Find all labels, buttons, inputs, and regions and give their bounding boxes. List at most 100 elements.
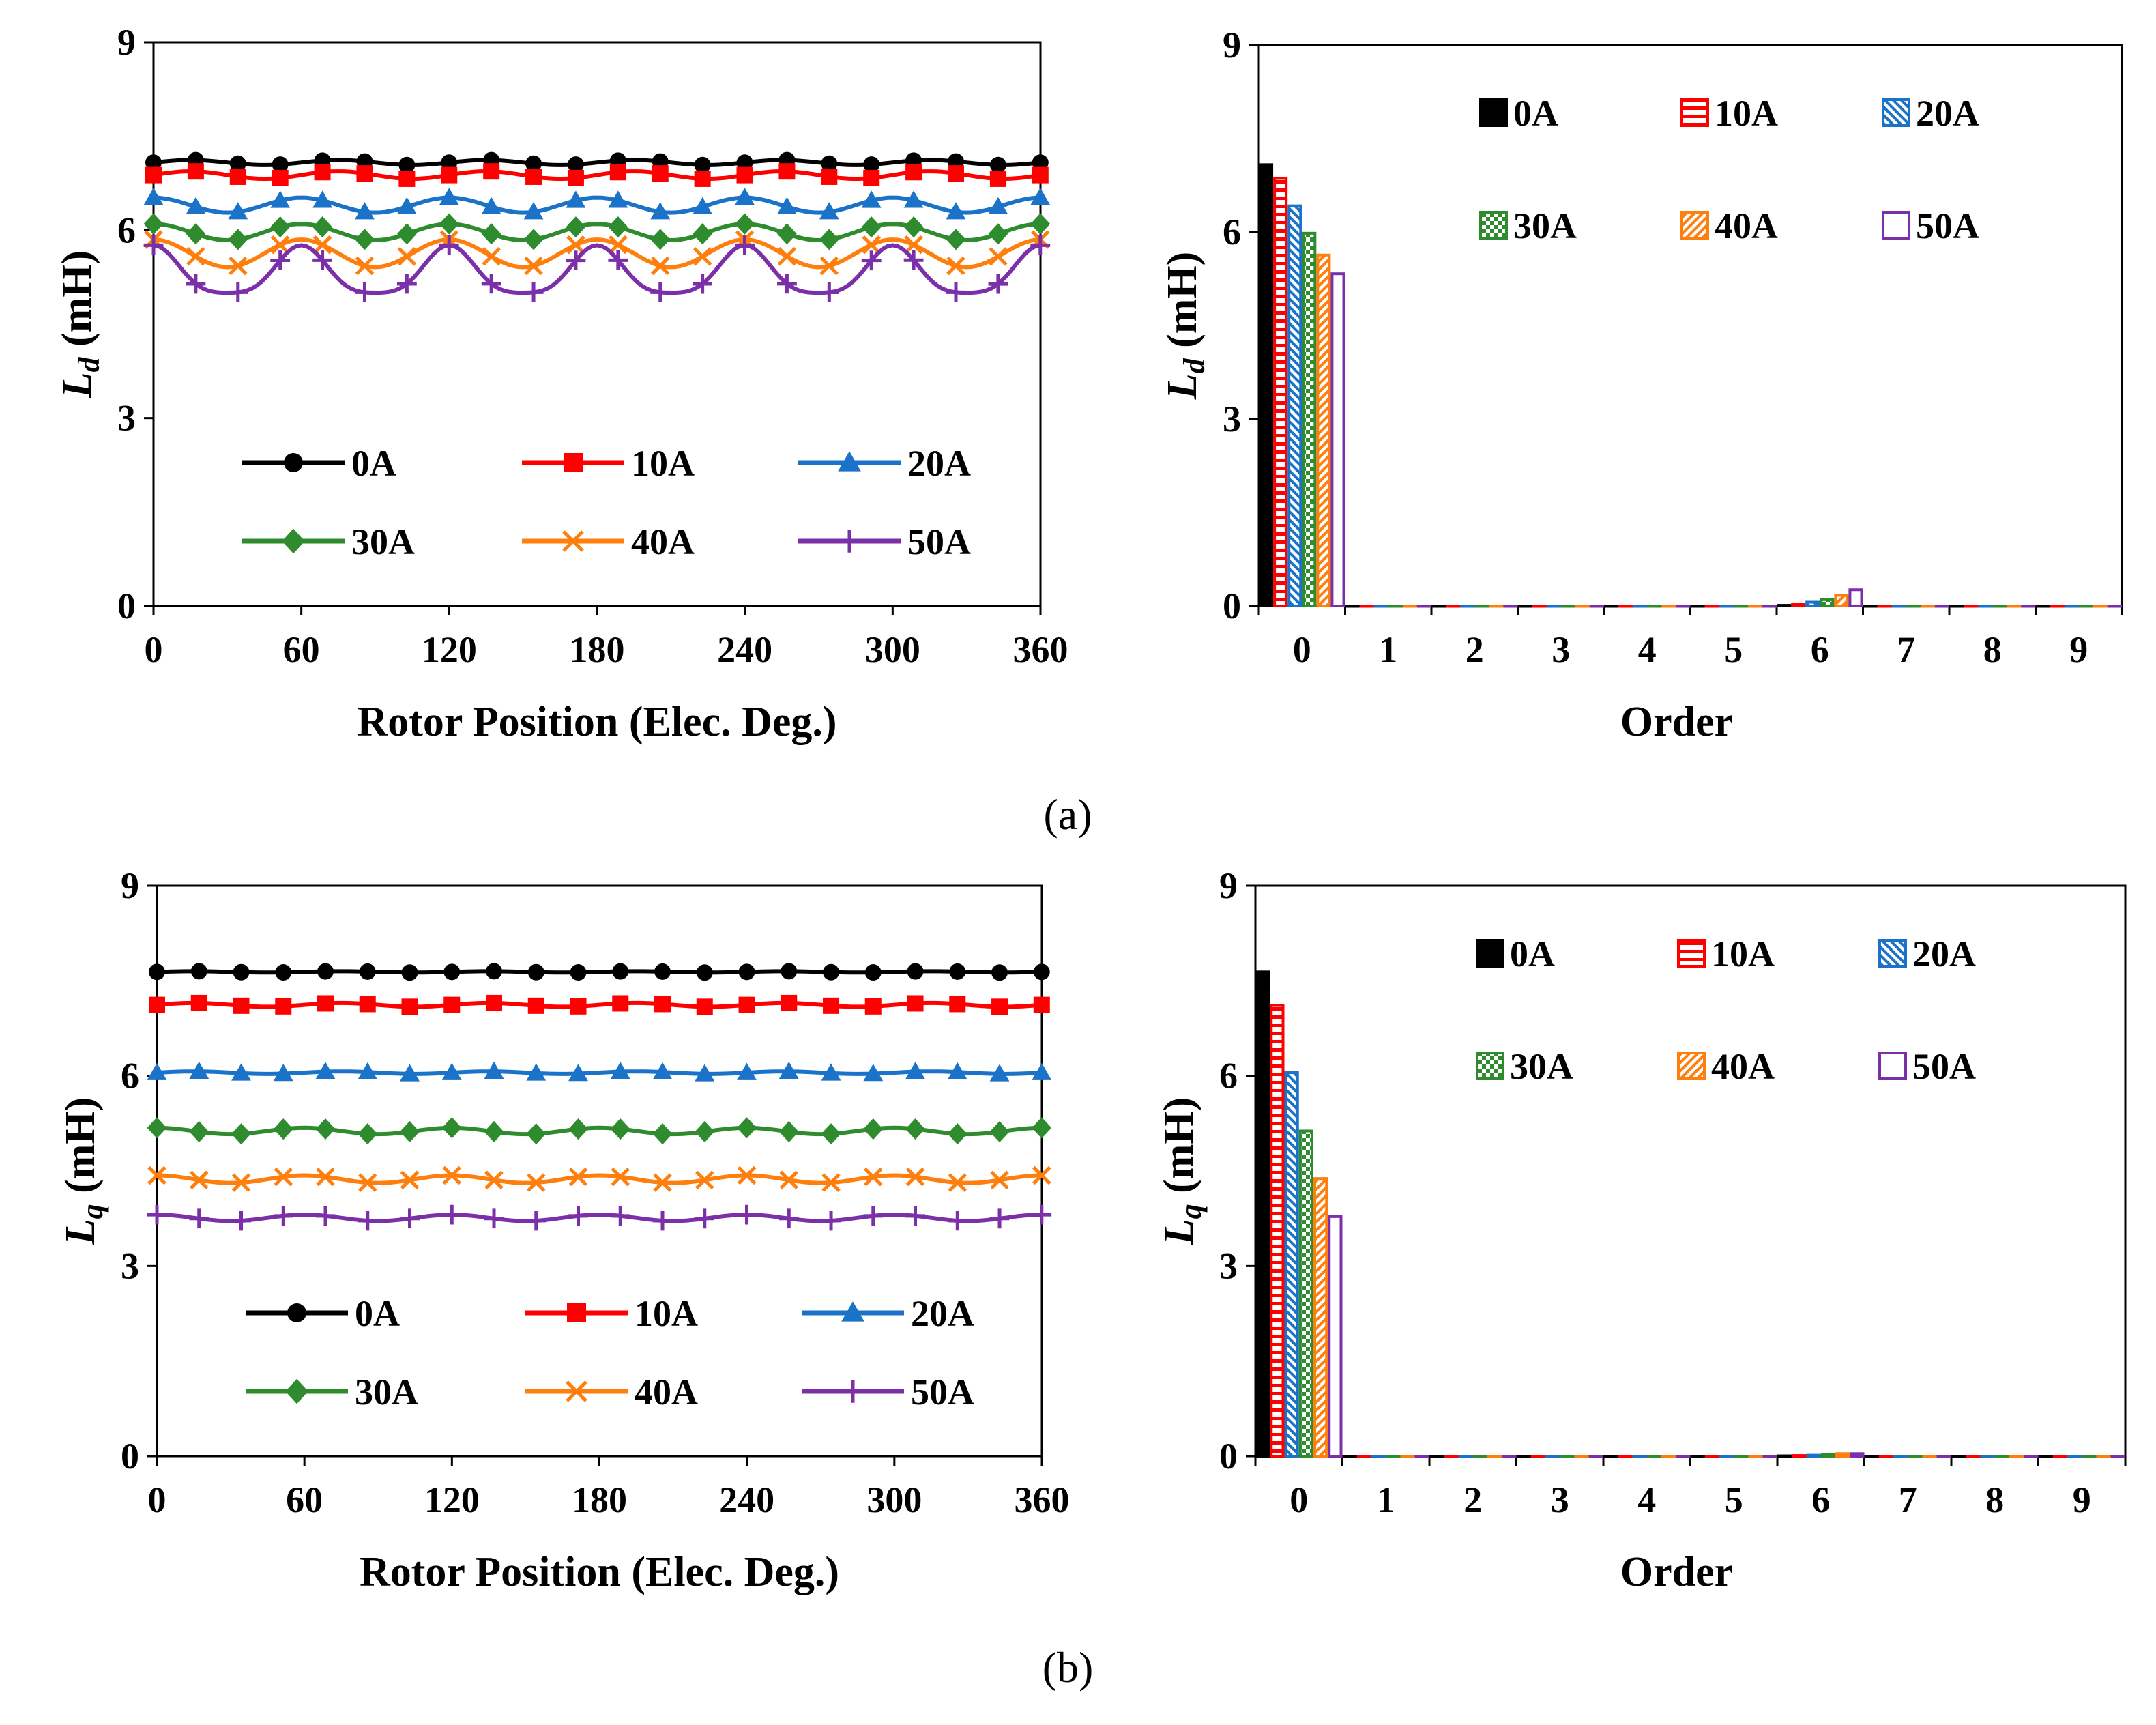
point-10A [863,169,880,186]
point-10A [736,166,753,184]
series-line-30A [156,1125,1043,1137]
point-40A [695,1170,714,1190]
y-tick-label: 6 [121,1056,139,1097]
legend-label: 30A [351,521,415,562]
point-40A [989,247,1008,266]
x-tick-label: 9 [2073,1479,2091,1520]
point-10A [441,166,458,184]
point-0A [149,963,165,981]
point-30A [273,1118,293,1140]
point-0A [781,963,798,980]
bar-30A-order-8 [1994,1455,2009,1458]
legend-label: 10A [1715,93,1778,134]
bar-10A-order-2 [1444,1455,1459,1458]
legend-marker [838,530,861,553]
point-50A [396,274,417,294]
bar-20A-order-2 [1460,605,1475,608]
bar-20A-order-0 [1284,1071,1299,1458]
point-30A [439,213,459,235]
x-tick-label: 360 [1013,629,1068,670]
point-30A [946,229,966,250]
point-30A [147,1117,167,1139]
series-line-0A [156,969,1043,975]
point-10A [145,166,162,184]
point-50A [608,250,628,270]
bar-40A-order-7 [1922,1455,1937,1458]
bar-50A-order-0 [1330,272,1345,607]
legend-label: 0A [1510,933,1555,974]
point-20A [1030,188,1051,205]
point-10A [275,998,292,1015]
legend-item-10A: 10A [522,443,695,484]
bar-30A-order-3 [1560,1455,1575,1458]
point-0A [1033,963,1050,981]
point-40A [650,256,670,276]
legend-swatch [1476,1052,1504,1080]
point-40A [270,235,290,255]
legend-item-50A: 50A [802,1372,974,1412]
point-0A [359,963,376,980]
point-50A [903,250,924,270]
point-10A [609,164,626,181]
bar-0A-order-3 [1516,1455,1531,1458]
series-50A [1328,1215,2125,1458]
x-tick-label: 2 [1463,1479,1482,1520]
series-line-20A [156,1069,1043,1076]
point-0A [317,963,334,980]
legend-item-30A: 30A [1476,1046,1573,1087]
bar-0A-order-9 [2035,605,2050,608]
x-tick-label: 8 [1983,629,2002,670]
point-50A [147,1204,167,1225]
point-20A [1032,1062,1052,1080]
point-40A [779,1170,799,1190]
bar-50A-order-1 [1416,605,1432,608]
point-10A [229,168,246,185]
legend-swatch [1878,1052,1907,1080]
x-tick-label: 9 [2069,629,2088,670]
point-20A [861,190,882,208]
point-40A [653,1173,672,1192]
point-40A [397,247,417,266]
x-tick-label: 6 [1811,1479,1830,1520]
bar-10A-order-4 [1618,605,1633,608]
point-20A [778,1061,799,1079]
point-20A [315,1062,336,1079]
y-tick-label: 9 [117,22,136,63]
legend-item-0A: 0A [242,443,396,484]
bar-20A-order-4 [1632,1455,1647,1458]
point-30A [737,1117,757,1139]
bar-10A-order-6 [1792,1454,1807,1458]
point-10A [525,168,542,185]
point-50A [523,282,544,302]
chart-a-right: 0 3 6 9 Ld (mH) Order 0 1 2 3 4 5 6 7 8 9 0A 10A 20A 30A 40A… [1159,25,2123,745]
point-0A [229,155,246,172]
point-50A [737,1204,757,1225]
bar-30A-order-0 [1298,1129,1313,1458]
point-0A [486,963,503,980]
legend-item-40A: 40A [1680,205,1778,246]
point-0A [401,964,418,981]
x-tick-label: 5 [1725,1479,1743,1520]
point-20A [189,1061,209,1079]
point-30A [396,223,417,245]
x-tick-label: 60 [283,629,320,670]
legend-item-20A: 20A [802,1293,974,1334]
bar-20A-order-5 [1719,1455,1734,1458]
point-20A [143,188,164,205]
point-30A [143,213,164,235]
x-tick-label: 5 [1724,629,1743,670]
bar-10A-order-0 [1270,1004,1285,1458]
point-30A [315,1118,336,1140]
x-tick-label: 4 [1637,1479,1656,1520]
point-30A [270,216,291,238]
point-50A [693,274,713,294]
point-10A [356,165,373,182]
plot-frame [1257,44,2123,607]
point-40A [611,1167,630,1187]
chart-b-right: 0 3 6 9 Lq (mH) Order 0 1 2 3 4 5 6 7 8 9 0A 10A 20A 30A 40A… [1156,865,2127,1595]
point-0A [823,963,840,981]
bar-10A-order-7 [1878,1455,1893,1458]
x-tick-label: 240 [717,629,772,670]
bar-0A-order-7 [1863,605,1878,608]
bar-30A-order-9 [2082,1455,2097,1458]
